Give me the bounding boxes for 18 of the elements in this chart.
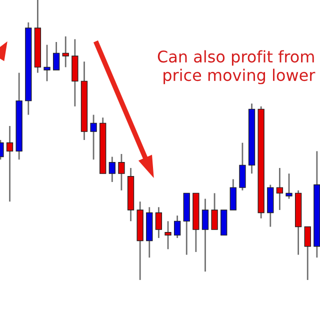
candlestick xyxy=(108,156,116,183)
candlestick xyxy=(118,153,125,192)
candlestick xyxy=(239,142,246,192)
candlestick xyxy=(202,198,209,272)
candlestick xyxy=(90,114,97,160)
candlestick xyxy=(6,125,14,202)
candlestick xyxy=(286,172,292,200)
candlestick xyxy=(211,192,218,230)
candlestick xyxy=(304,226,311,281)
candlestick xyxy=(155,206,162,239)
candlestick xyxy=(276,167,284,211)
annotation: Can also profit from price moving lower xyxy=(158,50,316,84)
candlestick xyxy=(174,214,181,239)
candlestick xyxy=(44,44,50,82)
candlestick xyxy=(62,36,69,68)
candlestick xyxy=(164,220,172,250)
candlestick xyxy=(230,178,236,211)
candlestick xyxy=(52,41,60,71)
